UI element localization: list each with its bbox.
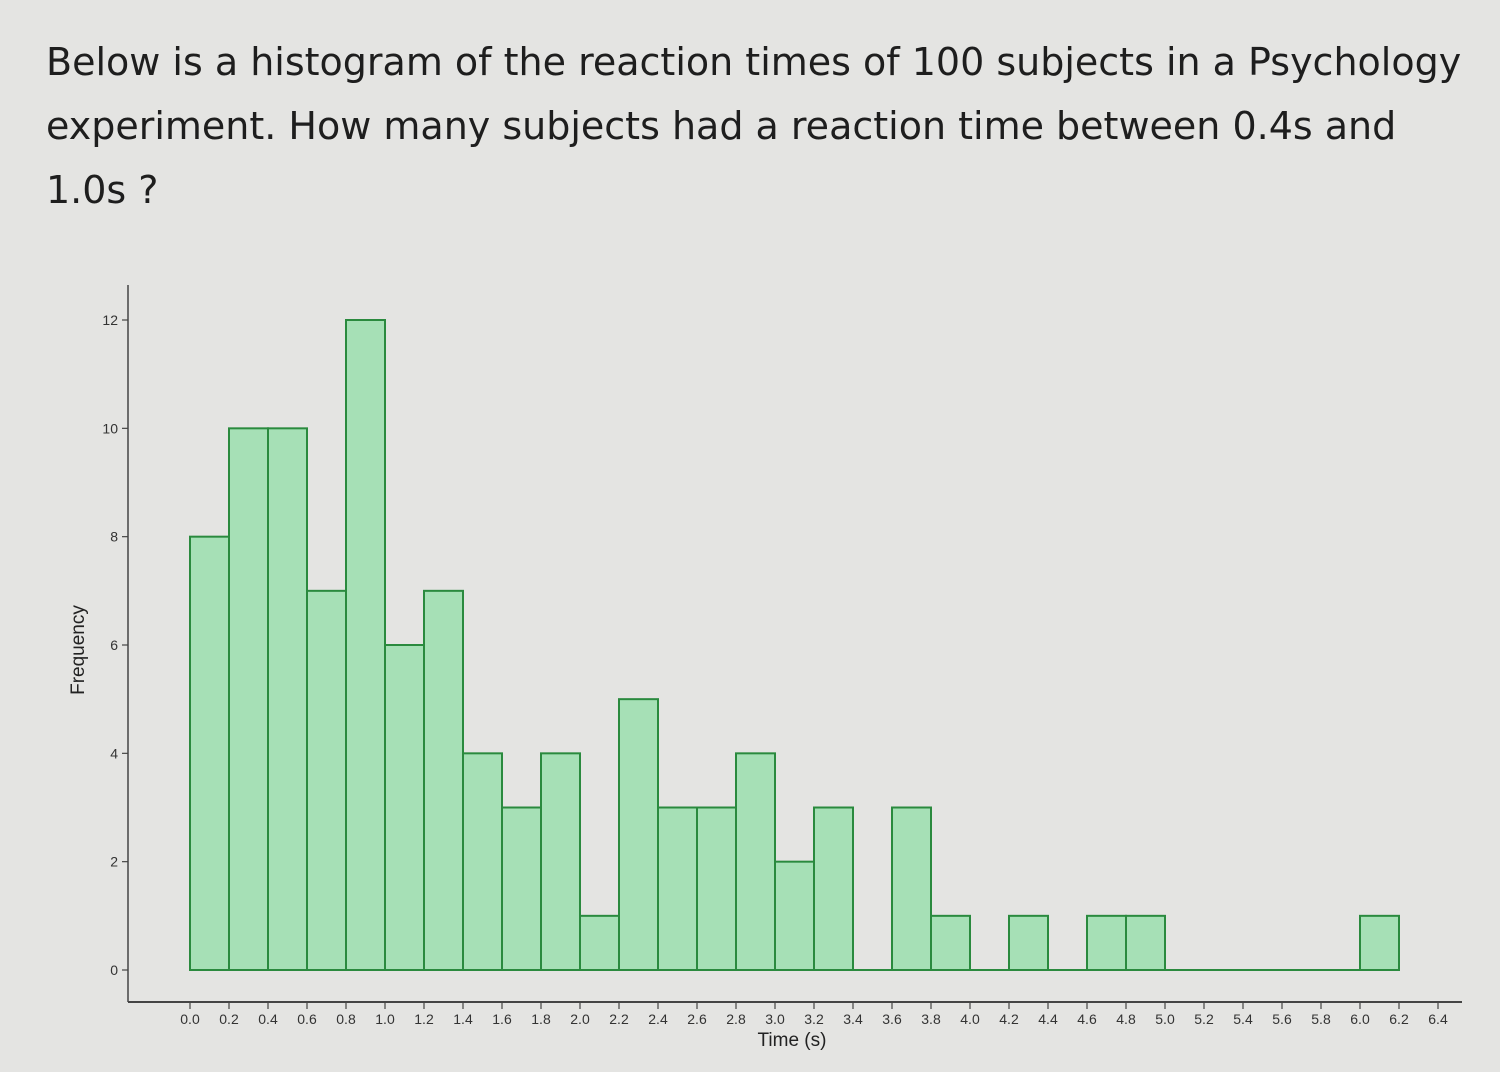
x-tick-label: 2.8 <box>726 1011 746 1027</box>
question-line-2: experiment. How many subjects had a reac… <box>46 104 1397 212</box>
histogram-bar <box>228 427 269 972</box>
x-tick-label: 2.0 <box>570 1011 590 1027</box>
histogram-bar <box>423 589 464 971</box>
question-text: Below is a histogram of the reaction tim… <box>46 30 1466 222</box>
histogram-bar <box>657 806 698 971</box>
x-tick-label: 5.8 <box>1311 1011 1331 1027</box>
x-tick-label: 3.4 <box>843 1011 863 1027</box>
x-tick-label: 4.4 <box>1038 1011 1058 1027</box>
x-tick-label: 5.2 <box>1194 1011 1214 1027</box>
y-tick-label: 8 <box>110 529 118 545</box>
histogram-bar <box>384 644 425 971</box>
x-axis-ticks: 0.0 0.2 0.4 0.6 0.8 1.0 1.2 1.4 1.6 1.8 2.0 2.2 2.4 2… <box>180 1002 1448 1027</box>
x-tick-label: 1.4 <box>453 1011 473 1027</box>
x-tick-label: 0.6 <box>297 1011 317 1027</box>
x-tick-label: 4.8 <box>1116 1011 1136 1027</box>
histogram-bar <box>618 698 659 972</box>
histogram-bar <box>813 806 854 971</box>
x-tick-label: 3.8 <box>921 1011 941 1027</box>
x-tick-label: 2.4 <box>648 1011 668 1027</box>
y-tick-label: 6 <box>110 637 118 653</box>
histogram-bar <box>1359 914 1400 971</box>
y-axis-ticks: 0 2 4 6 8 10 12 <box>102 312 128 978</box>
histogram-bar <box>579 914 620 971</box>
x-tick-label: 1.2 <box>414 1011 434 1027</box>
x-tick-label: 6.4 <box>1428 1011 1448 1027</box>
x-tick-label: 4.2 <box>999 1011 1019 1027</box>
x-tick-label: 6.2 <box>1389 1011 1409 1027</box>
histogram-bar <box>1125 914 1166 971</box>
x-tick-label: 6.0 <box>1350 1011 1370 1027</box>
histogram-bar <box>306 589 347 971</box>
histogram-bar <box>345 319 386 971</box>
histogram-bar <box>189 535 230 972</box>
histogram-bar <box>735 752 776 971</box>
x-tick-label: 0.0 <box>180 1011 200 1027</box>
x-tick-label: 0.8 <box>336 1011 356 1027</box>
histogram-bar <box>891 806 932 971</box>
x-tick-label: 3.6 <box>882 1011 902 1027</box>
y-tick-label: 4 <box>110 745 118 761</box>
x-tick-label: 5.6 <box>1272 1011 1292 1027</box>
histogram-bar <box>501 806 542 971</box>
histogram-bar <box>1086 914 1127 971</box>
x-tick-label: 4.0 <box>960 1011 980 1027</box>
x-tick-label: 5.0 <box>1155 1011 1175 1027</box>
y-tick-label: 12 <box>102 312 118 328</box>
x-tick-label: 0.2 <box>219 1011 239 1027</box>
histogram-bars <box>189 319 1400 972</box>
x-axis-title: Time (s) <box>758 1030 827 1051</box>
x-tick-label: 2.6 <box>687 1011 707 1027</box>
histogram-bar <box>696 806 737 971</box>
y-tick-label: 10 <box>102 420 118 436</box>
y-tick-label: 0 <box>110 962 118 978</box>
histogram-bar <box>462 752 503 971</box>
x-tick-label: 5.4 <box>1233 1011 1253 1027</box>
x-tick-label: 1.0 <box>375 1011 395 1027</box>
x-tick-label: 2.2 <box>609 1011 629 1027</box>
histogram-bar <box>267 427 308 972</box>
x-tick-label: 3.2 <box>804 1011 824 1027</box>
histogram-bar <box>930 914 971 971</box>
question-line-1: Below is a histogram of the reaction tim… <box>46 40 1462 84</box>
x-tick-label: 3.0 <box>765 1011 785 1027</box>
histogram-bar <box>1008 914 1049 971</box>
histogram-bar <box>774 860 815 972</box>
y-axis-title: Frequency <box>68 605 89 695</box>
x-tick-label: 1.6 <box>492 1011 512 1027</box>
y-tick-label: 2 <box>110 854 118 870</box>
x-tick-label: 1.8 <box>531 1011 551 1027</box>
x-tick-label: 0.4 <box>258 1011 278 1027</box>
histogram-bar <box>540 752 581 971</box>
x-tick-label: 4.6 <box>1077 1011 1097 1027</box>
